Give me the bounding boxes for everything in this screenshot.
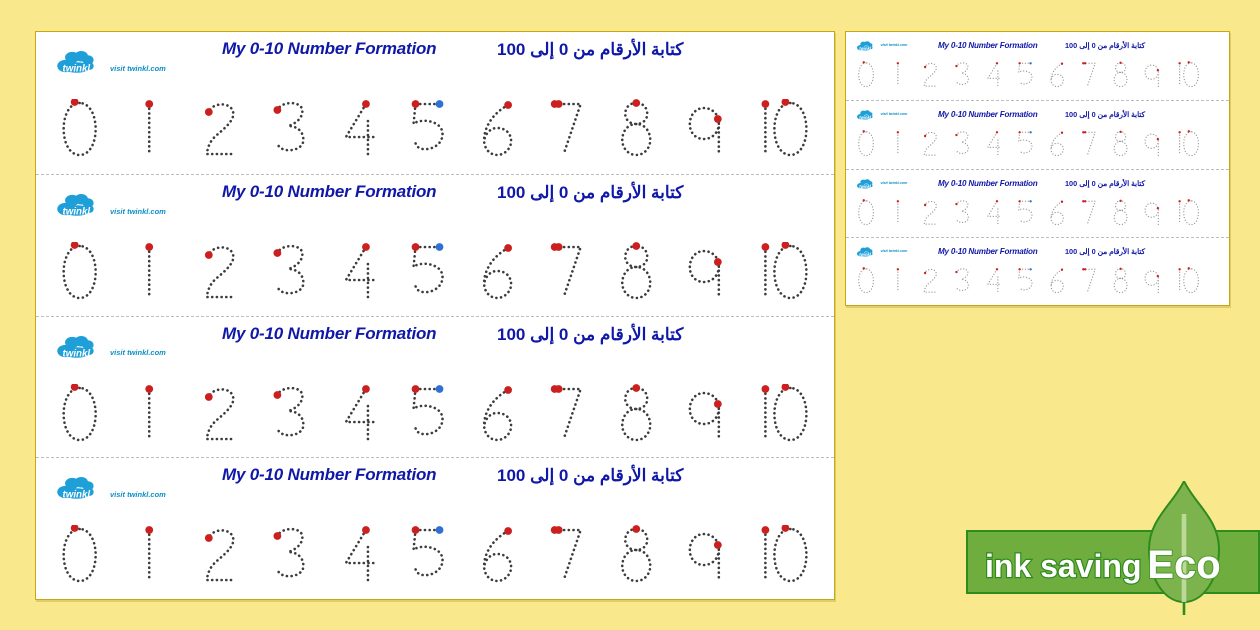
svg-text:twinkl: twinkl <box>859 183 872 188</box>
svg-text:ink saving: ink saving <box>985 548 1142 584</box>
svg-text:twinkl: twinkl <box>859 252 872 257</box>
svg-text:twinkl: twinkl <box>859 115 872 120</box>
svg-text:twinkl: twinkl <box>859 46 872 51</box>
